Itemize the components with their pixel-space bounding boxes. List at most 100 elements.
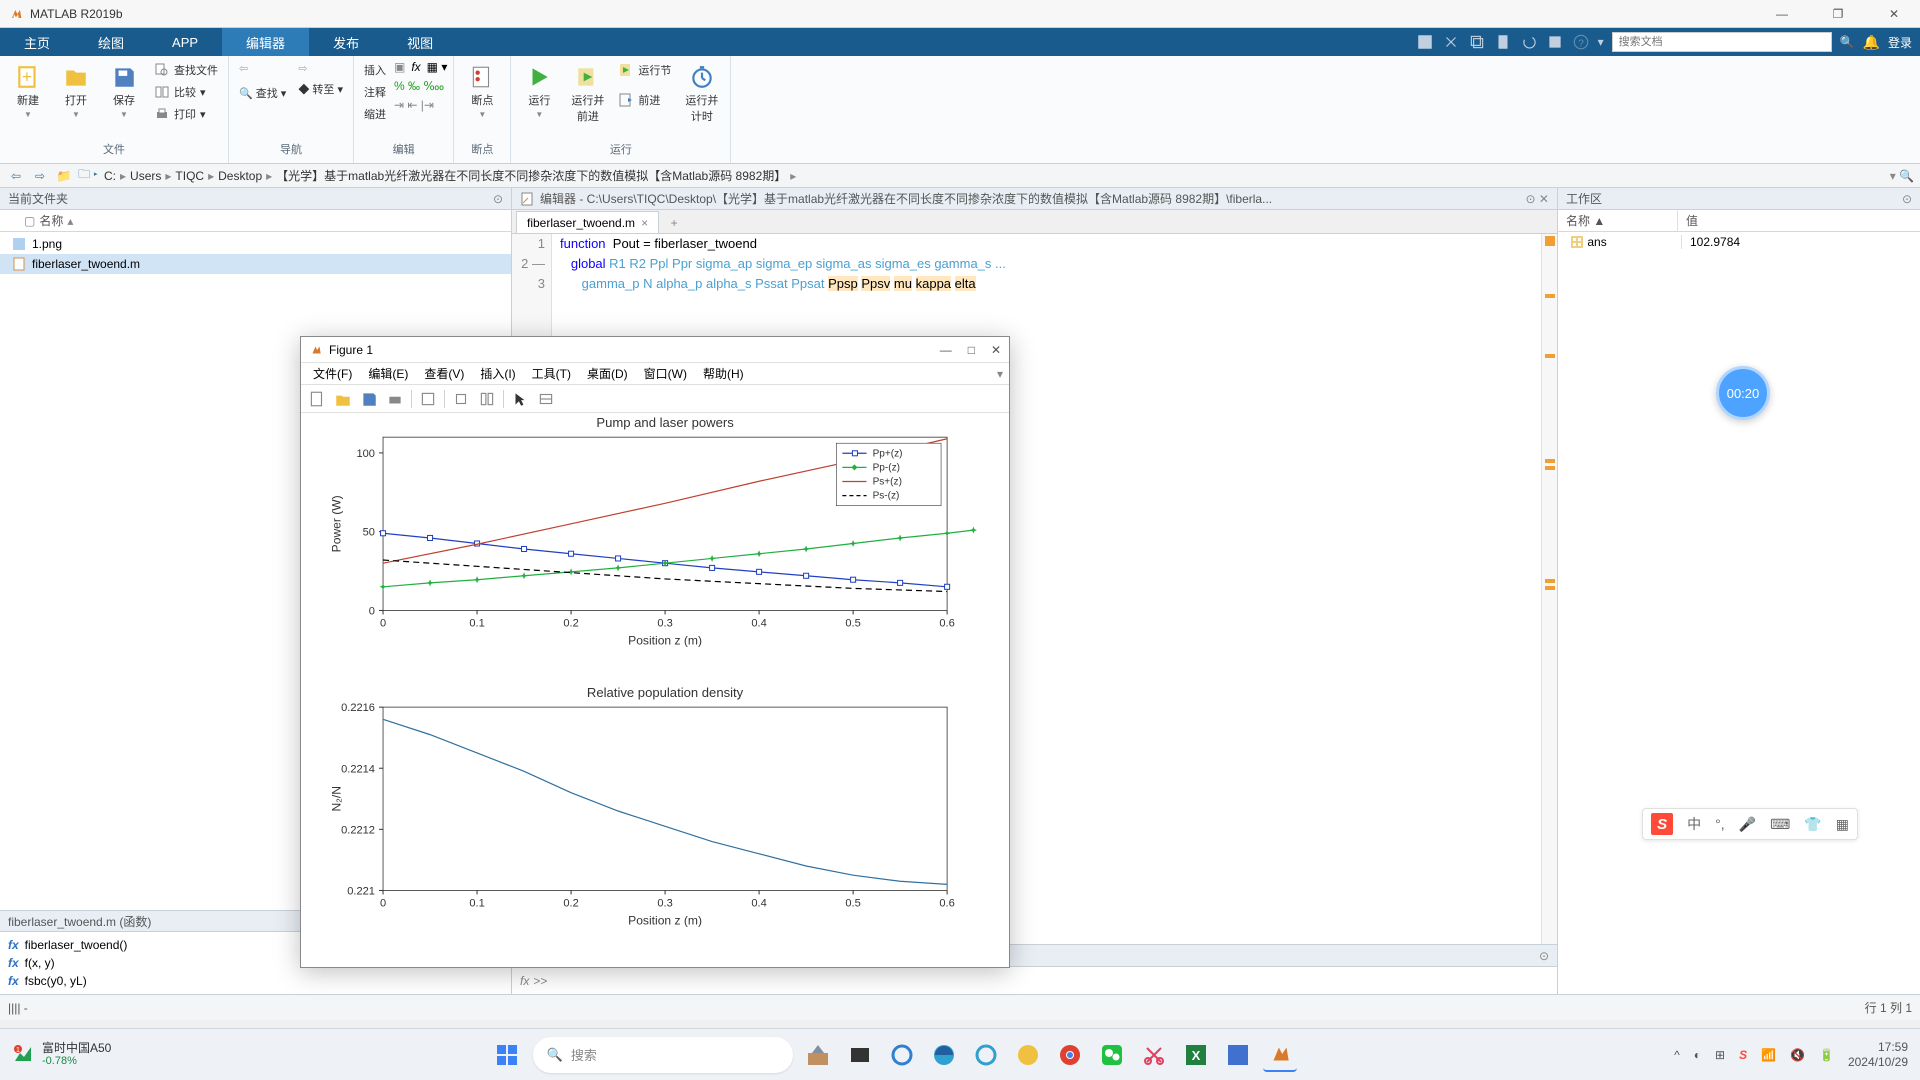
panel-chevron-icon[interactable]: ⊙ <box>493 192 503 206</box>
run-time-button[interactable]: 运行并 计时 <box>679 60 724 128</box>
menu-view[interactable]: 查看(V) <box>418 365 470 382</box>
figure-window[interactable]: Figure 1 — □ ✕ 文件(F) 编辑(E) 查看(V) 插入(I) 工… <box>300 336 1010 968</box>
menu-file[interactable]: 文件(F) <box>307 365 358 382</box>
menu-insert[interactable]: 插入(I) <box>474 365 521 382</box>
file-item[interactable]: fiberlaser_twoend.m <box>0 254 511 274</box>
function-item[interactable]: fxfsbc(y0, yL) <box>8 972 503 990</box>
menu-tools[interactable]: 工具(T) <box>526 365 577 382</box>
run-section-button[interactable]: 运行节 <box>614 60 675 80</box>
taskbar-clock[interactable]: 17:59 2024/10/29 <box>1848 1040 1908 1069</box>
tab-plots[interactable]: 绘图 <box>74 28 148 56</box>
search-icon[interactable]: 🔍 <box>1840 35 1855 49</box>
goto-button[interactable]: ◆ 转至 ▾ <box>294 79 347 99</box>
maximize-button[interactable]: ❐ <box>1820 2 1856 26</box>
add-tab-button[interactable]: + <box>663 213 685 233</box>
compare-button[interactable]: 比较 ▾ <box>150 82 222 102</box>
nav-back-button[interactable]: ⇦ <box>235 60 290 77</box>
breakpoints-button[interactable]: 断点▼ <box>460 60 504 123</box>
tray-icon[interactable]: ◐ <box>1694 1048 1701 1062</box>
open-button[interactable]: 打开▼ <box>54 60 98 123</box>
menu-overflow-icon[interactable]: ▾ <box>997 367 1003 381</box>
chrome-icon[interactable] <box>1053 1038 1087 1072</box>
rotate-3d-icon[interactable] <box>451 389 471 409</box>
forward-button[interactable]: ⇨ <box>30 166 50 186</box>
new-button[interactable]: +新建▼ <box>6 60 50 123</box>
up-folder-button[interactable]: 📁 <box>54 166 74 186</box>
indent-button[interactable]: 缩进 <box>360 104 390 124</box>
find-files-button[interactable]: 查找文件 <box>150 60 222 80</box>
open-figure-icon[interactable] <box>333 389 353 409</box>
edit-plot-icon[interactable] <box>418 389 438 409</box>
nav-fwd-button[interactable]: ⇨ <box>294 60 347 77</box>
tray-chevron-icon[interactable]: ^ <box>1674 1048 1680 1062</box>
excel-icon[interactable]: X <box>1179 1038 1213 1072</box>
matlab-taskbar-icon[interactable] <box>1263 1038 1297 1072</box>
copy-icon[interactable] <box>1468 33 1486 51</box>
ime-tools-icon[interactable]: ▦ <box>1836 816 1849 833</box>
advance-button[interactable]: 前进 <box>614 90 675 110</box>
edge-legacy-icon[interactable] <box>885 1038 919 1072</box>
dropdown-icon[interactable]: ▾ <box>1598 35 1604 49</box>
editor-close-icon[interactable]: ⊙ ✕ <box>1526 192 1549 206</box>
run-advance-button[interactable]: 运行并 前进 <box>565 60 610 128</box>
figure-maximize-button[interactable]: □ <box>968 343 975 357</box>
menu-edit[interactable]: 编辑(E) <box>362 365 414 382</box>
volume-icon[interactable]: 🔇 <box>1790 1048 1805 1062</box>
panel-chevron-icon[interactable]: ⊙ <box>1539 949 1549 963</box>
sogou-tray-icon[interactable]: S <box>1739 1048 1747 1062</box>
crumb[interactable]: Desktop <box>216 169 264 183</box>
snip-icon[interactable] <box>1137 1038 1171 1072</box>
comment-button[interactable]: 注释 <box>360 82 390 102</box>
figure-close-button[interactable]: ✕ <box>991 343 1001 357</box>
wifi-icon[interactable]: 📶 <box>1761 1048 1776 1062</box>
tab-editor[interactable]: 编辑器 <box>222 28 309 56</box>
tab-close-icon[interactable]: × <box>641 216 648 230</box>
wechat-icon[interactable] <box>1095 1038 1129 1072</box>
ime-toolbar[interactable]: S 中 °, 🎤 ⌨ 👕 ▦ <box>1642 808 1858 840</box>
ime-skin-icon[interactable]: 👕 <box>1804 816 1821 833</box>
edge-icon[interactable] <box>927 1038 961 1072</box>
menu-desktop[interactable]: 桌面(D) <box>581 365 634 382</box>
link-plot-icon[interactable] <box>477 389 497 409</box>
tray-icon[interactable]: ⊞ <box>1715 1048 1725 1062</box>
back-button[interactable]: ⇦ <box>6 166 26 186</box>
bell-icon[interactable]: 🔔 <box>1863 34 1880 51</box>
insert-legend-icon[interactable] <box>536 389 556 409</box>
menu-help[interactable]: 帮助(H) <box>697 365 750 382</box>
taskbar-app[interactable] <box>843 1038 877 1072</box>
ime-mic-icon[interactable]: 🎤 <box>1739 816 1756 833</box>
ime-keyboard-icon[interactable]: ⌨ <box>1770 816 1790 833</box>
crumb[interactable]: Users <box>128 169 163 183</box>
sogou-icon[interactable]: S <box>1651 813 1673 835</box>
crumb[interactable]: 【光学】基于matlab光纤激光器在不同长度不同掺杂浓度下的数值模拟【含Matl… <box>274 167 788 184</box>
app-icon[interactable] <box>1011 1038 1045 1072</box>
switch-icon[interactable] <box>1546 33 1564 51</box>
command-window[interactable]: fx >> <box>512 966 1557 994</box>
workspace-variable[interactable]: ans 102.9784 <box>1558 232 1920 252</box>
tab-home[interactable]: 主页 <box>0 28 74 56</box>
folder-icon[interactable]: 🗀 ▸ <box>78 166 98 186</box>
print-figure-icon[interactable] <box>385 389 405 409</box>
menu-window[interactable]: 窗口(W) <box>638 365 693 382</box>
find-button[interactable]: 🔍 查找 ▾ <box>235 83 290 103</box>
panel-chevron-icon[interactable]: ⊙ <box>1902 192 1912 206</box>
run-button[interactable]: 运行▼ <box>517 60 561 123</box>
save-icon[interactable] <box>1416 33 1434 51</box>
pointer-icon[interactable] <box>510 389 530 409</box>
undo-icon[interactable] <box>1520 33 1538 51</box>
save-button[interactable]: 保存▼ <box>102 60 146 123</box>
help-icon[interactable]: ? <box>1572 33 1590 51</box>
file-item[interactable]: 1.png <box>0 234 511 254</box>
taskbar-search[interactable]: 🔍搜索 <box>533 1037 793 1073</box>
minimize-button[interactable]: — <box>1764 2 1800 26</box>
app-icon[interactable] <box>1221 1038 1255 1072</box>
figure-title-bar[interactable]: Figure 1 — □ ✕ <box>301 337 1009 363</box>
stock-widget[interactable]: 1 富时中国A50 -0.78% <box>12 1041 111 1069</box>
figure-minimize-button[interactable]: — <box>940 343 952 357</box>
timer-badge[interactable]: 00:20 <box>1716 366 1770 420</box>
save-figure-icon[interactable] <box>359 389 379 409</box>
search-docs-input[interactable] <box>1612 32 1832 52</box>
crumb[interactable]: C: <box>102 169 118 183</box>
crumb[interactable]: TIQC <box>173 169 206 183</box>
tab-publish[interactable]: 发布 <box>309 28 383 56</box>
